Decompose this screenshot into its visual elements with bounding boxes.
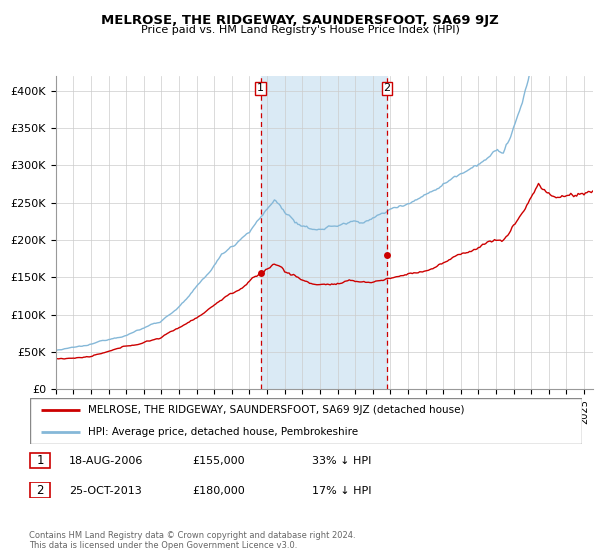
Text: £180,000: £180,000 [192,486,245,496]
Text: 18-AUG-2006: 18-AUG-2006 [69,456,143,466]
Text: 25-OCT-2013: 25-OCT-2013 [69,486,142,496]
Text: HPI: Average price, detached house, Pembrokeshire: HPI: Average price, detached house, Pemb… [88,427,358,437]
Text: MELROSE, THE RIDGEWAY, SAUNDERSFOOT, SA69 9JZ (detached house): MELROSE, THE RIDGEWAY, SAUNDERSFOOT, SA6… [88,405,464,416]
Text: 1: 1 [37,454,44,467]
Text: 2: 2 [383,83,391,94]
Text: Price paid vs. HM Land Registry's House Price Index (HPI): Price paid vs. HM Land Registry's House … [140,25,460,35]
Bar [260,76,387,389]
Text: Contains HM Land Registry data © Crown copyright and database right 2024.
This d: Contains HM Land Registry data © Crown c… [29,531,355,550]
Text: 17% ↓ HPI: 17% ↓ HPI [312,486,371,496]
Text: 2: 2 [37,483,44,497]
Text: 33% ↓ HPI: 33% ↓ HPI [312,456,371,466]
Text: MELROSE, THE RIDGEWAY, SAUNDERSFOOT, SA69 9JZ: MELROSE, THE RIDGEWAY, SAUNDERSFOOT, SA6… [101,14,499,27]
Text: 1: 1 [257,83,264,94]
Text: £155,000: £155,000 [192,456,245,466]
